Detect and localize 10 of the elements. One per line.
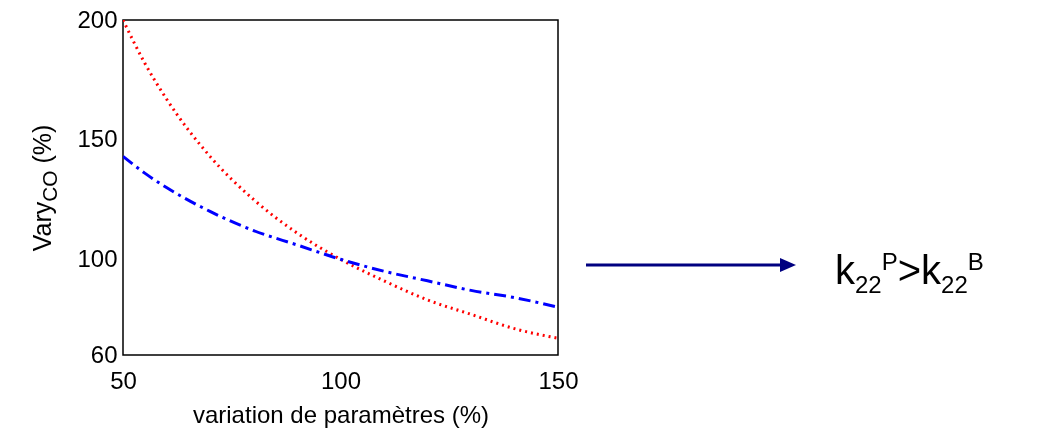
y-tick-label: 100 [77, 244, 118, 272]
line-series [123, 154, 558, 309]
x-tick-label: 100 [320, 366, 362, 394]
x-axis-title: variation de paramètres (%) [192, 400, 490, 428]
y-tick-label: 150 [77, 125, 118, 153]
y-tick-label: 200 [77, 5, 118, 33]
y-tick-label: 60 [90, 340, 118, 368]
x-tick-label: 150 [538, 366, 579, 394]
line-series [123, 20, 558, 340]
x-tick-label: 50 [110, 366, 137, 394]
